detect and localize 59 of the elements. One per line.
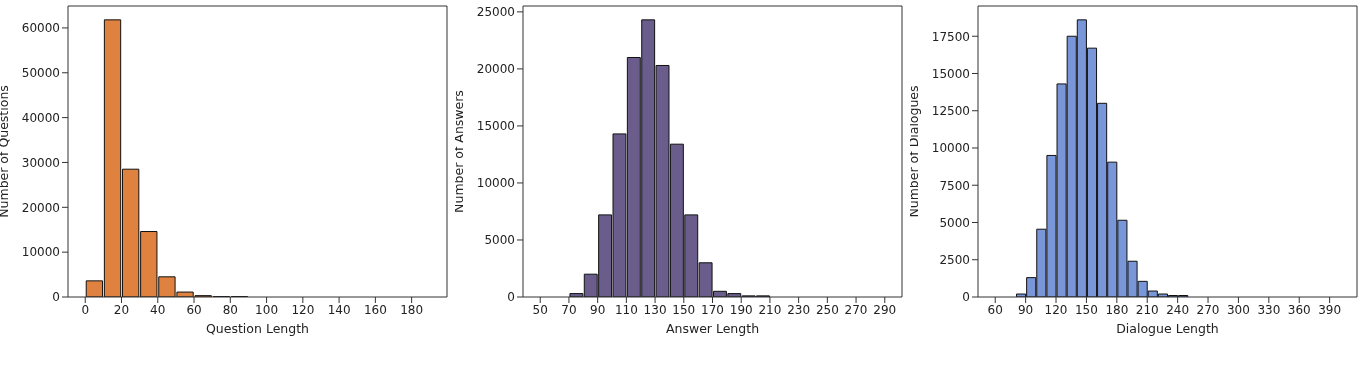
y-tick-label: 5000 bbox=[484, 233, 515, 248]
x-tick-label: 240 bbox=[1166, 302, 1190, 317]
x-tick-label: 270 bbox=[844, 302, 868, 317]
y-tick-label: 50000 bbox=[21, 66, 60, 81]
x-tick-label: 180 bbox=[400, 302, 424, 317]
y-tick-label: 0 bbox=[52, 290, 60, 305]
x-axis-title: Dialogue Length bbox=[1116, 321, 1219, 336]
x-tick-label: 140 bbox=[327, 302, 351, 317]
y-tick-label: 10000 bbox=[931, 141, 970, 156]
y-tick-label: 40000 bbox=[21, 110, 60, 125]
x-tick-label: 40 bbox=[150, 302, 166, 317]
y-tick-label: 0 bbox=[507, 290, 515, 305]
x-tick-label: 390 bbox=[1318, 302, 1342, 317]
x-tick-label: 170 bbox=[701, 302, 724, 317]
x-tick-label: 150 bbox=[672, 302, 696, 317]
x-tick-label: 80 bbox=[222, 302, 238, 317]
y-tick-label: 20000 bbox=[476, 62, 515, 77]
x-tick-label: 150 bbox=[1074, 302, 1098, 317]
y-tick-label: 20000 bbox=[21, 200, 60, 215]
x-tick-label: 250 bbox=[815, 302, 839, 317]
x-tick-label: 20 bbox=[113, 302, 130, 317]
x-tick-label: 160 bbox=[363, 302, 387, 317]
x-tick-label: 190 bbox=[729, 302, 753, 317]
x-tick-label: 60 bbox=[987, 302, 1003, 317]
x-axis-title: Answer Length bbox=[665, 321, 760, 336]
x-tick-label: 210 bbox=[758, 302, 782, 317]
x-tick-label: 120 bbox=[1044, 302, 1068, 317]
x-tick-label: 70 bbox=[561, 302, 577, 317]
x-tick-label: 100 bbox=[255, 302, 279, 317]
x-tick-label: 60 bbox=[186, 302, 202, 317]
x-tick-label: 110 bbox=[614, 302, 638, 317]
x-tick-label: 230 bbox=[787, 302, 811, 317]
y-tick-label: 10000 bbox=[476, 176, 515, 191]
x-tick-label: 130 bbox=[643, 302, 667, 317]
x-tick-label: 120 bbox=[291, 302, 315, 317]
y-tick-label: 0 bbox=[962, 290, 970, 305]
x-tick-label: 210 bbox=[1135, 302, 1159, 317]
x-tick-label: 300 bbox=[1226, 302, 1250, 317]
y-tick-label: 60000 bbox=[21, 21, 60, 36]
y-tick-label: 12500 bbox=[931, 104, 970, 119]
y-tick-label: 5000 bbox=[939, 215, 970, 230]
x-tick-label: 290 bbox=[873, 302, 897, 317]
x-tick-label: 330 bbox=[1257, 302, 1281, 317]
y-tick-label: 7500 bbox=[939, 178, 970, 193]
x-tick-label: 50 bbox=[532, 302, 548, 317]
x-tick-label: 90 bbox=[590, 302, 606, 317]
x-axis-title: Question Length bbox=[206, 321, 309, 336]
y-tick-label: 25000 bbox=[476, 5, 515, 20]
x-tick-label: 180 bbox=[1105, 302, 1129, 317]
x-tick-label: 360 bbox=[1287, 302, 1311, 317]
y-tick-label: 17500 bbox=[931, 29, 970, 44]
x-tick-label: 0 bbox=[81, 302, 90, 317]
y-tick-label: 10000 bbox=[21, 245, 60, 260]
y-tick-label: 2500 bbox=[939, 253, 970, 268]
y-tick-label: 15000 bbox=[476, 119, 515, 134]
y-tick-label: 15000 bbox=[931, 66, 970, 81]
x-tick-label: 270 bbox=[1196, 302, 1220, 317]
x-tick-label: 90 bbox=[1017, 302, 1034, 317]
y-tick-label: 30000 bbox=[21, 155, 60, 170]
